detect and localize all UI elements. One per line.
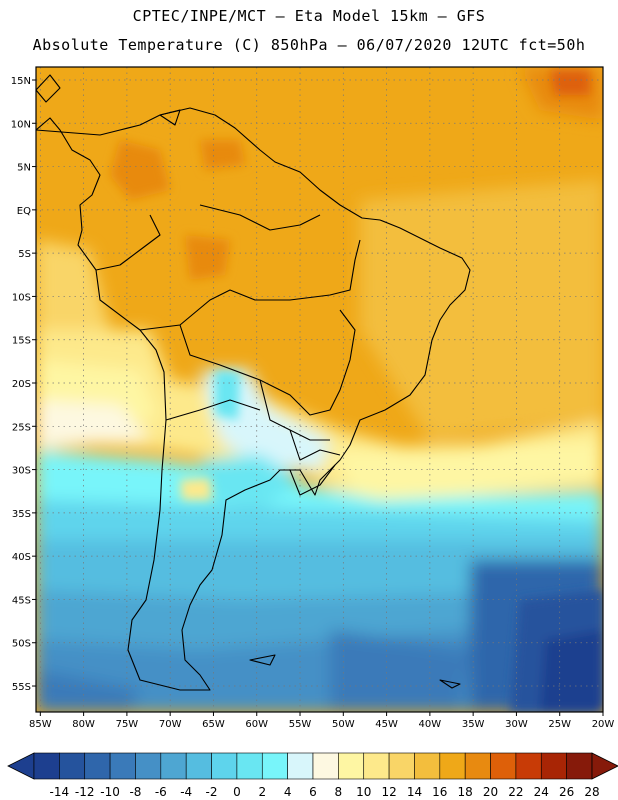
colorbar-swatch <box>566 752 593 780</box>
colorbar-swatch <box>211 752 238 780</box>
colorbar-swatch <box>388 752 415 780</box>
lon-label: 45W <box>375 719 398 730</box>
colorbar-swatch <box>312 752 339 780</box>
colorbar-label: 10 <box>356 785 371 799</box>
colorbar-label: 16 <box>432 785 447 799</box>
lat-label: 5N <box>17 163 31 174</box>
chart-title-field: Absolute Temperature (C) 850hPa – 06/07/… <box>32 36 586 54</box>
lon-label: 20W <box>592 719 615 730</box>
colorbar-label: -8 <box>129 785 141 799</box>
colorbar-swatch <box>287 752 314 780</box>
colorbar: -14 -12 -10 -8 -6 -4 -2 0 2 4 6 8 10 12 14 16 18 20 22 24 26… <box>7 752 618 799</box>
map-frame <box>35 66 604 713</box>
colorbar-label: 6 <box>309 785 317 799</box>
colorbar-swatch <box>414 752 441 780</box>
colorbar-swatch <box>185 752 212 780</box>
colorbar-label: -10 <box>100 785 120 799</box>
colorbar-swatch <box>160 752 187 780</box>
lat-label: 5S <box>18 249 31 260</box>
lon-label: 35W <box>462 719 485 730</box>
lon-label: 60W <box>245 719 268 730</box>
colorbar-arrow-low <box>7 752 35 780</box>
lat-label: 10N <box>11 119 31 130</box>
colorbar-label: 28 <box>584 785 599 799</box>
lon-label: 30W <box>505 719 528 730</box>
colorbar-label: 26 <box>559 785 574 799</box>
colorbar-swatch <box>109 752 136 780</box>
colorbar-swatch <box>490 752 517 780</box>
colorbar-label: 2 <box>258 785 266 799</box>
colorbar-swatch <box>33 752 60 780</box>
colorbar-label: 20 <box>483 785 498 799</box>
lat-label: 20S <box>12 379 31 390</box>
coastline-outline <box>35 74 471 691</box>
colorbar-label: 22 <box>508 785 523 799</box>
colorbar-label: -4 <box>180 785 192 799</box>
colorbar-label: 14 <box>407 785 422 799</box>
lon-label: 40W <box>419 719 442 730</box>
lat-label: 25S <box>12 422 31 433</box>
lon-label: 25W <box>548 719 571 730</box>
colorbar-arrow-high <box>591 752 618 780</box>
longitude-axis: 85W 80W 75W 70W 65W 60W 55W 50W 45W 40W 35W 30W 25W 2… <box>29 712 614 730</box>
colorbar-swatch <box>464 752 491 780</box>
colorbar-swatch <box>236 752 263 780</box>
colorbar-swatch <box>84 752 111 780</box>
lon-label: 50W <box>332 719 355 730</box>
colorbar-label: 12 <box>381 785 396 799</box>
colorbar-swatch <box>439 752 466 780</box>
lat-label: 40S <box>12 552 31 563</box>
lat-label: 45S <box>12 595 31 606</box>
latitude-axis: 15N 10N 5N EQ 5S 10S 15S 20S 25S 30S 35S 40S 45S 50S 5… <box>11 76 36 693</box>
temperature-field <box>36 67 603 712</box>
lat-label: 15N <box>11 76 31 87</box>
lat-label: 50S <box>12 639 31 650</box>
lat-label: 10S <box>12 292 31 303</box>
lat-label: 30S <box>12 466 31 477</box>
colorbar-swatch <box>59 752 86 780</box>
lon-label: 85W <box>29 719 52 730</box>
lon-label: 80W <box>72 719 95 730</box>
lat-label: 55S <box>12 682 31 693</box>
colorbar-label: -14 <box>50 785 70 799</box>
colorbar-label: 4 <box>284 785 292 799</box>
colorbar-swatch <box>515 752 542 780</box>
colorbar-label: -12 <box>75 785 95 799</box>
chart-title-model: CPTEC/INPE/MCT – Eta Model 15km – GFS <box>132 7 486 25</box>
colorbar-label: 18 <box>458 785 473 799</box>
colorbar-label: -6 <box>155 785 167 799</box>
colorbar-label: 8 <box>335 785 343 799</box>
lat-label: 35S <box>12 509 31 520</box>
lat-label: 15S <box>12 336 31 347</box>
lon-label: 65W <box>202 719 225 730</box>
lon-label: 70W <box>159 719 182 730</box>
colorbar-swatch <box>338 752 365 780</box>
lon-label: 75W <box>116 719 139 730</box>
colorbar-swatch <box>363 752 390 780</box>
lat-label: EQ <box>17 206 31 217</box>
colorbar-swatch <box>135 752 162 780</box>
colorbar-label: 24 <box>534 785 549 799</box>
colorbar-label: -2 <box>206 785 218 799</box>
lat-lon-grid <box>36 67 604 712</box>
colorbar-swatch <box>261 752 288 780</box>
lon-label: 55W <box>289 719 312 730</box>
colorbar-label: 0 <box>233 785 241 799</box>
colorbar-swatch <box>540 752 567 780</box>
